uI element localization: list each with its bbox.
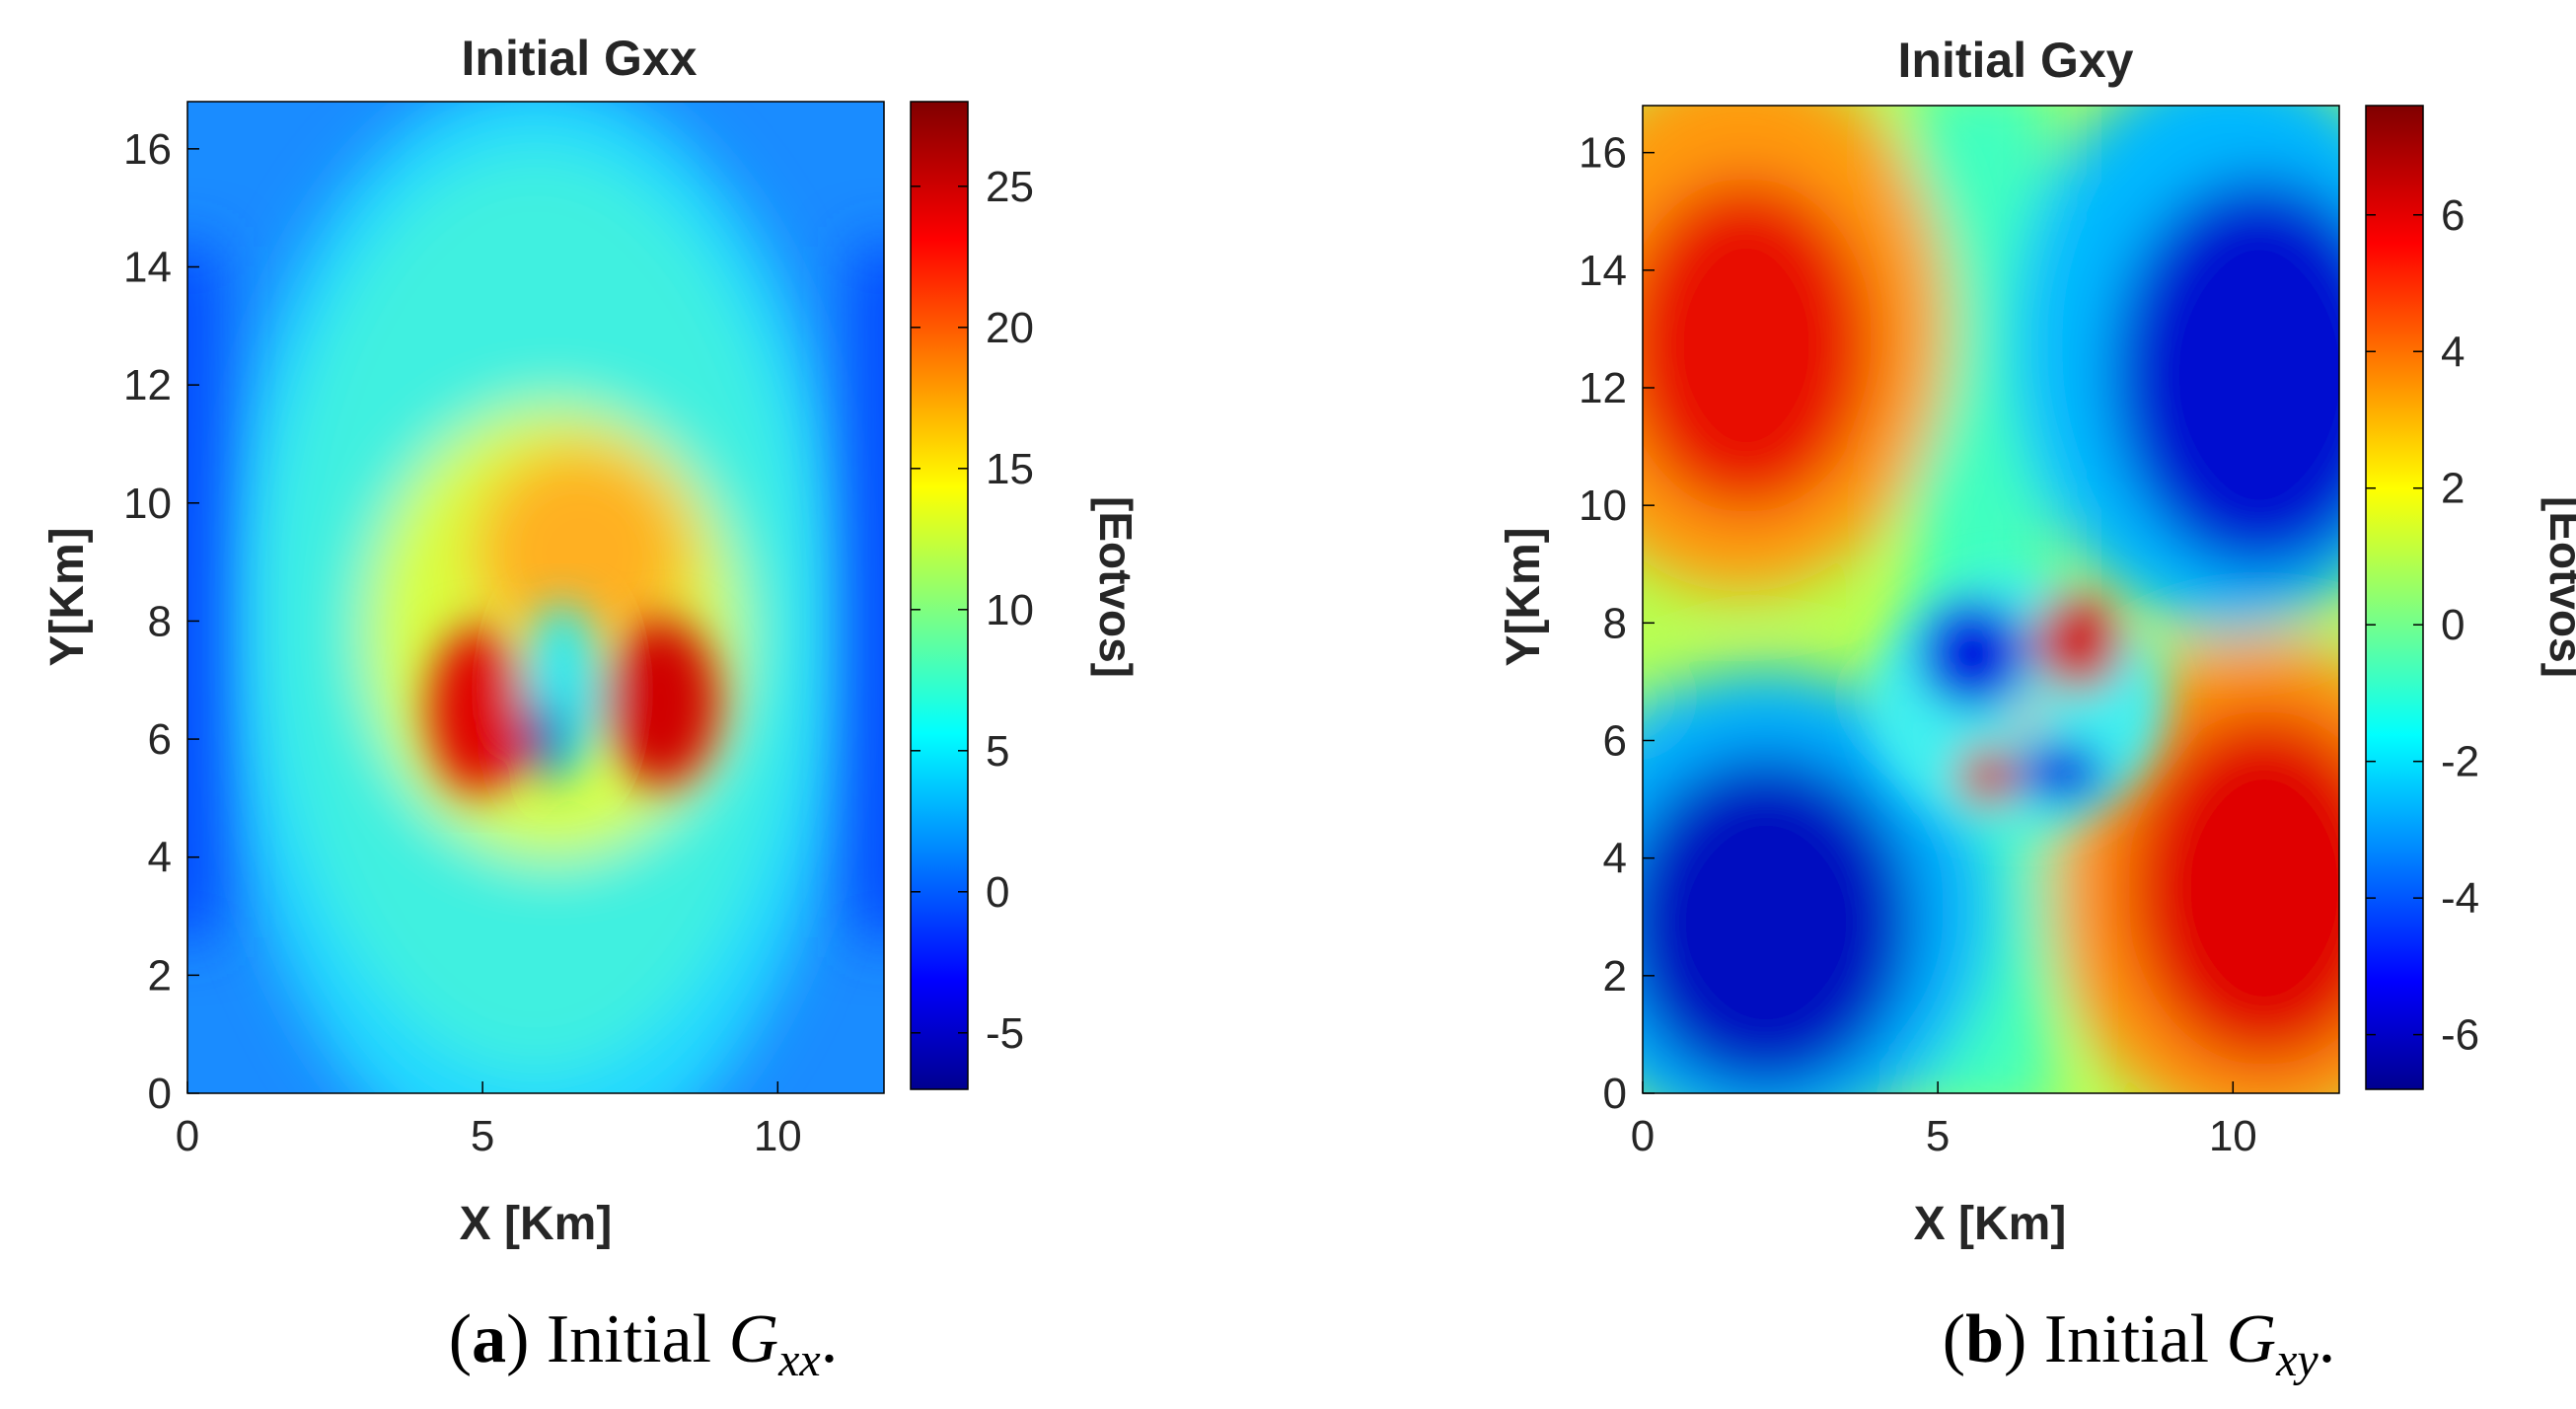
panel-a-ytick-label: 12 bbox=[123, 361, 172, 409]
panel-b-bottom-right-high bbox=[2126, 710, 2339, 1066]
panel-b-ylabel: Y[Km] bbox=[1498, 527, 1550, 666]
panel-a-right-edge-low bbox=[854, 247, 884, 937]
panel-a-colorbar-tick-label: 0 bbox=[986, 868, 1009, 917]
panel-a-left-edge-low bbox=[187, 247, 217, 937]
panel-b-title: Initial Gxy bbox=[1898, 33, 2134, 88]
panel-a-center-low bbox=[527, 701, 562, 783]
panel-a-xtick-label: 5 bbox=[471, 1112, 494, 1160]
panel-a-colorbar-tick-label: 25 bbox=[986, 163, 1034, 211]
panel-b-xtick-label: 10 bbox=[2209, 1112, 2257, 1160]
panel-a-colorbar-ticks: -5 0 5 10 15 20 25 bbox=[911, 163, 1034, 1058]
panel-a-ytick-label: 8 bbox=[148, 597, 172, 645]
caption-a: (a) Initial Gxx. bbox=[449, 1301, 838, 1386]
panel-b-inner-high-upper bbox=[2034, 592, 2123, 691]
panel-a-colorbar-tick-label: 5 bbox=[986, 727, 1009, 776]
panel-a-right-high bbox=[604, 619, 718, 786]
panel-a-ytick-label: 10 bbox=[123, 480, 172, 528]
panel-b-inner-low-lower bbox=[2018, 743, 2106, 802]
panel-b-inner-high-lower bbox=[1958, 747, 2018, 806]
panel-b-top-right-low bbox=[2111, 178, 2339, 572]
panel-a-ytick-label: 2 bbox=[148, 951, 172, 1000]
panel-a-ylabel: Y[Km] bbox=[41, 527, 94, 666]
panel-a-colorbar-tick-label: 15 bbox=[986, 445, 1034, 493]
panel-b-ytick-label: 16 bbox=[1579, 129, 1627, 178]
panel-b-colorbar-ticks: -6 -4 -2 0 2 4 6 bbox=[2366, 191, 2479, 1060]
panel-a-ytick-label: 4 bbox=[148, 834, 172, 882]
panel-b-colorbar-tick-label: 6 bbox=[2441, 191, 2465, 240]
panel-b-colorbar-label: [Eotvos] bbox=[2540, 496, 2576, 678]
panel-b-heatmap bbox=[1643, 106, 2339, 1093]
panel-b-ytick-label: 6 bbox=[1603, 717, 1627, 766]
panel-b-inner-low-upper bbox=[1919, 600, 2027, 708]
panel-b-ytick-label: 0 bbox=[1603, 1070, 1627, 1118]
panel-b-ytick-label: 4 bbox=[1603, 835, 1627, 883]
panel-a-ytick-label: 16 bbox=[123, 125, 172, 174]
panel-b-colorbar-tick-label: -6 bbox=[2441, 1011, 2479, 1060]
panel-b-colorbar-tick-label: -2 bbox=[2441, 738, 2479, 786]
panel-a-xlabel: X [Km] bbox=[460, 1198, 613, 1250]
panel-b-inner-cyan bbox=[1870, 575, 2166, 832]
panel-a-colorbar bbox=[910, 101, 969, 1090]
panel-b-xlabel: X [Km] bbox=[1914, 1198, 2067, 1250]
caption-a-text: Initial bbox=[547, 1301, 711, 1377]
panel-a-xtick-label: 10 bbox=[754, 1112, 802, 1160]
panel-b-xtick-label: 5 bbox=[1926, 1112, 1950, 1160]
panel-b-ytick-label: 14 bbox=[1579, 247, 1627, 295]
caption-a-label: a bbox=[472, 1301, 506, 1377]
panel-a-left-high bbox=[429, 627, 528, 794]
caption-a-subscript: xx bbox=[777, 1334, 821, 1386]
panel-b-ytick-label: 8 bbox=[1603, 599, 1627, 647]
panel-a-colorbar-tick-label: -5 bbox=[986, 1009, 1024, 1058]
panel-b-ytick-label: 2 bbox=[1603, 952, 1627, 1001]
caption-a-symbol: G bbox=[729, 1301, 779, 1377]
panel-a-colorbar-tick-label: 10 bbox=[986, 586, 1034, 634]
panel-a-orange-zone bbox=[474, 444, 691, 661]
panel-a-heatmap bbox=[187, 102, 884, 1093]
panel-b-colorbar-tick-label: 2 bbox=[2441, 465, 2465, 513]
panel-b: Initial Gxy bbox=[1498, 33, 2576, 1250]
panel-b-colorbar-tick-label: 0 bbox=[2441, 601, 2465, 649]
panel-a-colorbar-tick-label: 20 bbox=[986, 304, 1034, 352]
panel-b-ytick-label: 10 bbox=[1579, 482, 1627, 530]
caption-b-label: b bbox=[1965, 1301, 2004, 1377]
panel-b-ytick-label: 12 bbox=[1579, 364, 1627, 412]
panel-b-inner-high-center bbox=[2016, 705, 2043, 729]
panel-a: Initial Gxx 0 5 10 0 2 4 6 8 10 12 14 16 X [Km] bbox=[41, 31, 1141, 1250]
panel-b-axes: 0 5 10 0 2 4 6 8 10 12 14 16 bbox=[1579, 129, 2257, 1160]
panel-a-ytick-label: 0 bbox=[148, 1070, 172, 1118]
panel-a-ytick-label: 6 bbox=[148, 715, 172, 764]
panel-b-colorbar-tick-label: -4 bbox=[2441, 874, 2479, 923]
panel-a-ytick-label: 14 bbox=[123, 244, 172, 292]
panel-a-axes: 0 5 10 0 2 4 6 8 10 12 14 16 bbox=[123, 125, 802, 1160]
panel-b-plot-frame bbox=[1642, 105, 2340, 1094]
panel-a-xtick-label: 0 bbox=[176, 1112, 199, 1160]
caption-b: (b) Initial Gxy. bbox=[1943, 1301, 2335, 1386]
panel-a-colorbar-label: [Eotvos] bbox=[1090, 496, 1141, 678]
panel-a-title: Initial Gxx bbox=[462, 31, 698, 86]
caption-b-text: Initial bbox=[2044, 1301, 2209, 1377]
panel-b-top-left-high bbox=[1643, 178, 1875, 513]
panel-a-plot-frame bbox=[186, 101, 885, 1094]
panel-b-colorbar bbox=[2365, 105, 2424, 1090]
caption-b-symbol: G bbox=[2227, 1301, 2277, 1377]
caption-b-subscript: xy bbox=[2275, 1334, 2318, 1386]
panel-b-colorbar-tick-label: 4 bbox=[2441, 328, 2465, 376]
panel-b-xtick-label: 0 bbox=[1631, 1112, 1655, 1160]
panel-b-bottom-left-low bbox=[1643, 755, 1914, 1090]
